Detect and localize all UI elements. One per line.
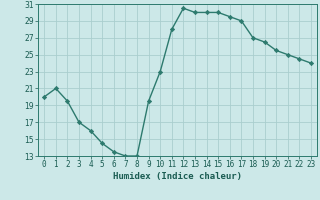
- X-axis label: Humidex (Indice chaleur): Humidex (Indice chaleur): [113, 172, 242, 181]
